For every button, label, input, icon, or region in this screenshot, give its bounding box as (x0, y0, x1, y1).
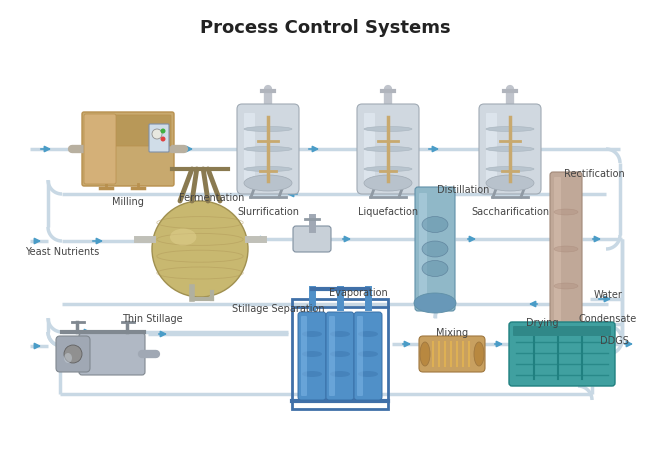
Text: Saccharification: Saccharification (471, 207, 549, 217)
Ellipse shape (358, 351, 378, 357)
Ellipse shape (364, 175, 412, 191)
FancyBboxPatch shape (293, 226, 331, 252)
Ellipse shape (330, 351, 350, 357)
FancyBboxPatch shape (357, 104, 419, 194)
Ellipse shape (302, 331, 322, 337)
Text: Process Control Systems: Process Control Systems (200, 19, 450, 37)
FancyBboxPatch shape (329, 316, 335, 396)
Ellipse shape (554, 209, 578, 215)
FancyBboxPatch shape (326, 312, 354, 400)
Ellipse shape (244, 175, 292, 191)
FancyBboxPatch shape (85, 115, 171, 146)
Ellipse shape (244, 167, 292, 172)
FancyBboxPatch shape (364, 113, 375, 185)
FancyBboxPatch shape (509, 322, 615, 386)
FancyBboxPatch shape (237, 104, 299, 194)
Text: Slurrification: Slurrification (237, 207, 299, 217)
FancyBboxPatch shape (419, 193, 427, 305)
Text: Water: Water (593, 290, 623, 300)
Text: Rectification: Rectification (564, 169, 625, 179)
FancyBboxPatch shape (84, 114, 116, 184)
Ellipse shape (358, 331, 378, 337)
FancyBboxPatch shape (486, 113, 497, 185)
Ellipse shape (302, 371, 322, 377)
Ellipse shape (486, 127, 534, 131)
Text: Thin Stillage: Thin Stillage (122, 314, 182, 324)
FancyBboxPatch shape (56, 336, 90, 372)
Ellipse shape (422, 241, 448, 257)
Text: DDGS: DDGS (599, 336, 629, 346)
Text: Evaporation: Evaporation (329, 288, 387, 298)
Circle shape (152, 129, 162, 139)
Text: Yeast Nutrients: Yeast Nutrients (25, 247, 99, 257)
Text: Liquefaction: Liquefaction (358, 207, 418, 217)
Ellipse shape (486, 175, 534, 191)
Ellipse shape (486, 167, 534, 172)
Ellipse shape (420, 342, 430, 366)
FancyBboxPatch shape (513, 326, 611, 336)
Circle shape (161, 136, 166, 141)
Ellipse shape (486, 146, 534, 151)
FancyBboxPatch shape (415, 187, 455, 311)
FancyBboxPatch shape (82, 112, 174, 186)
FancyBboxPatch shape (298, 312, 326, 400)
FancyBboxPatch shape (357, 316, 363, 396)
FancyBboxPatch shape (301, 316, 307, 396)
Text: Condensate: Condensate (579, 314, 637, 324)
FancyBboxPatch shape (79, 333, 145, 375)
Ellipse shape (330, 371, 350, 377)
Text: Mixing: Mixing (436, 328, 468, 338)
FancyBboxPatch shape (550, 172, 582, 326)
Text: Distillation: Distillation (437, 185, 489, 195)
Ellipse shape (422, 261, 448, 276)
FancyBboxPatch shape (419, 336, 485, 372)
Text: Milling: Milling (112, 197, 144, 207)
Ellipse shape (244, 127, 292, 131)
Circle shape (161, 129, 166, 134)
Ellipse shape (64, 353, 72, 363)
Ellipse shape (474, 342, 484, 366)
Ellipse shape (358, 371, 378, 377)
FancyBboxPatch shape (554, 177, 561, 321)
Text: Fermentation: Fermentation (179, 193, 244, 203)
Ellipse shape (364, 167, 412, 172)
Circle shape (152, 201, 248, 297)
FancyBboxPatch shape (244, 113, 255, 185)
Ellipse shape (554, 246, 578, 252)
Text: Stillage Separation: Stillage Separation (231, 304, 324, 314)
FancyBboxPatch shape (149, 124, 169, 152)
Ellipse shape (302, 351, 322, 357)
Ellipse shape (244, 146, 292, 151)
Ellipse shape (330, 331, 350, 337)
Ellipse shape (422, 217, 448, 233)
Text: Drying: Drying (526, 318, 558, 328)
FancyBboxPatch shape (354, 312, 382, 400)
Circle shape (64, 345, 82, 363)
Ellipse shape (364, 146, 412, 151)
Ellipse shape (364, 127, 412, 131)
Ellipse shape (414, 293, 456, 313)
Ellipse shape (170, 229, 196, 246)
Ellipse shape (554, 283, 578, 289)
FancyBboxPatch shape (479, 104, 541, 194)
